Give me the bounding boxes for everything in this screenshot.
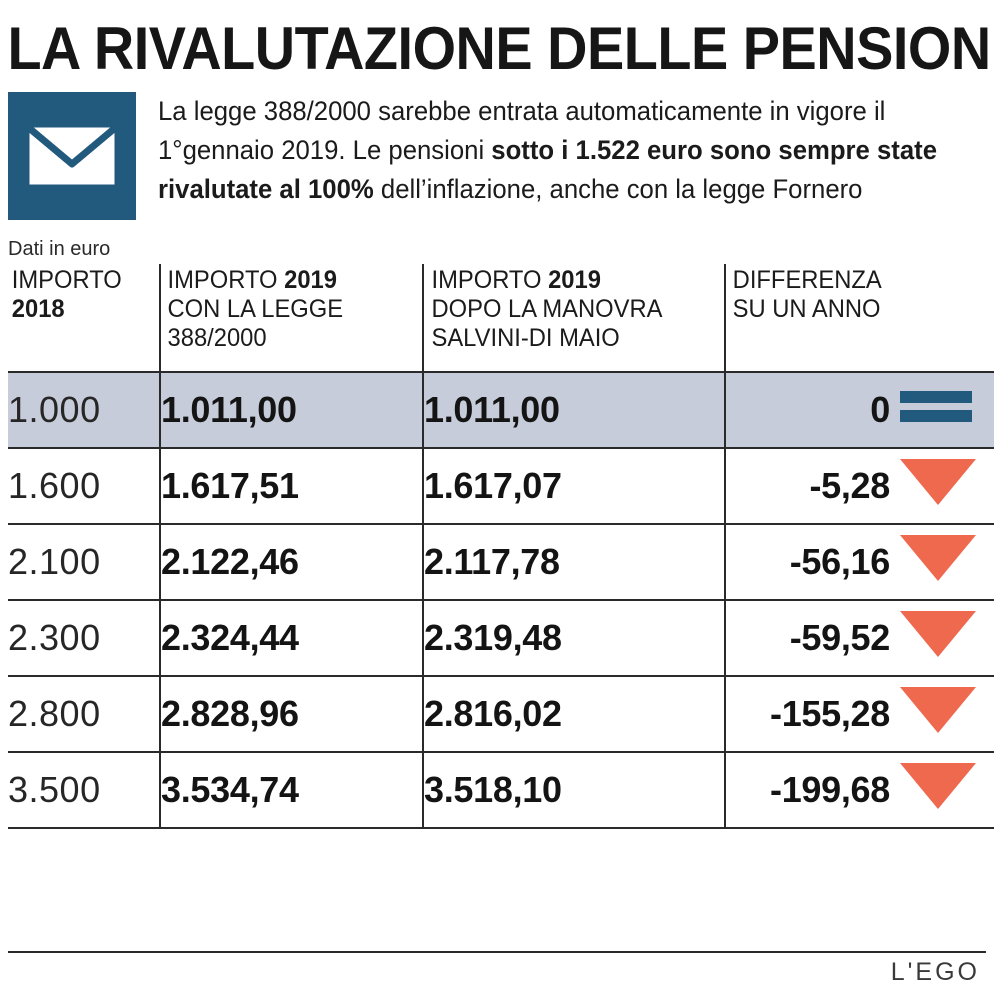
table-row: 1.000 1.011,00 1.011,00 0	[8, 371, 994, 448]
triangle-down-icon	[900, 611, 976, 657]
page-title: LA RIVALUTAZIONE DELLE PENSIONI	[7, 15, 994, 82]
footer: L'EGO	[8, 951, 986, 987]
col-header-line1-year: 2019	[284, 266, 337, 294]
intro-text-part2: dell’inflazione, anche con la legge Forn…	[373, 174, 863, 204]
col-header-importo-2018: IMPORTO 2018	[12, 264, 156, 372]
col-header-line2: SU UN ANNO	[732, 295, 881, 323]
cell-con-legge: 1.617,51	[159, 447, 423, 524]
intro-text-part1: La legge 388/2000 sarebbe entrata automa…	[158, 96, 886, 165]
cell-dopo-manovra: 3.518,10	[422, 751, 725, 829]
cell-trend	[900, 523, 994, 600]
col-header-manovra: IMPORTO 2019 DOPO LA MANOVRA SALVINI-DI …	[429, 264, 718, 372]
intro-text-bold: sotto i 1.522 euro sono sempre state riv…	[158, 135, 938, 204]
col-header-line3: 388/2000	[167, 324, 267, 352]
triangle-down-icon	[900, 459, 976, 505]
col-header-differenza: DIFFERENZA SU UN ANNO	[730, 264, 988, 372]
cell-importo-2018: 2.300	[8, 599, 160, 676]
col-header-line1: IMPORTO 2019	[168, 266, 406, 295]
cell-con-legge: 3.534,74	[159, 751, 423, 829]
cell-dopo-manovra: 2.816,02	[422, 675, 725, 752]
col-header-line1-year: 2019	[548, 266, 601, 294]
table-row: 2.100 2.122,46 2.117,78 -56,16	[8, 523, 994, 600]
cell-trend	[900, 447, 994, 524]
cell-differenza: -59,52	[724, 599, 900, 676]
triangle-down-icon	[900, 687, 976, 733]
col-header-line1-text: IMPORTO	[167, 266, 285, 294]
cell-importo-2018: 1.600	[8, 447, 160, 524]
table-row: 1.600 1.617,51 1.617,07 -5,28	[8, 447, 994, 524]
cell-dopo-manovra: 2.117,78	[422, 523, 725, 600]
cell-dopo-manovra: 2.319,48	[422, 599, 725, 676]
triangle-down-icon	[900, 535, 976, 581]
cell-importo-2018: 1.000	[8, 371, 160, 448]
table-row: 3.500 3.534,74 3.518,10 -199,68	[8, 751, 994, 829]
col-header-legge-388: IMPORTO 2019 CON LA LEGGE 388/2000	[165, 264, 417, 372]
cell-importo-2018: 2.800	[8, 675, 160, 752]
cell-differenza: -56,16	[724, 523, 900, 600]
cell-dopo-manovra: 1.617,07	[422, 447, 725, 524]
col-header-line1-text: IMPORTO	[431, 266, 549, 294]
col-header-line2: DOPO LA MANOVRA	[431, 295, 663, 323]
col-header-line1: DIFFERENZA	[732, 266, 882, 294]
col-header-line1: IMPORTO	[11, 266, 122, 294]
cell-differenza: 0	[724, 371, 900, 448]
cell-importo-2018: 2.100	[8, 523, 160, 600]
table-header: IMPORTO 2018 IMPORTO 2019 CON LA LEGGE 3…	[8, 264, 994, 372]
col-header-line2: CON LA LEGGE	[167, 295, 344, 323]
cell-trend	[900, 371, 994, 448]
table-section: Dati in euro IMPORTO 2018 IMPORTO 2019 C…	[0, 238, 994, 829]
triangle-down-icon	[900, 763, 976, 809]
cell-differenza: -5,28	[724, 447, 900, 524]
cell-differenza: -155,28	[724, 675, 900, 752]
cell-con-legge: 2.324,44	[159, 599, 423, 676]
col-header-line3: SALVINI-DI MAIO	[431, 324, 620, 352]
cell-con-legge: 1.011,00	[159, 371, 423, 448]
table-row: 2.800 2.828,96 2.816,02 -155,28	[8, 675, 994, 752]
col-header-line1: IMPORTO 2019	[432, 266, 708, 295]
table-row: 2.300 2.324,44 2.319,48 -59,52	[8, 599, 994, 676]
cell-con-legge: 2.122,46	[159, 523, 423, 600]
cell-trend	[900, 675, 994, 752]
lego-logo: L'EGO	[890, 958, 980, 986]
table-header-row: IMPORTO 2018 IMPORTO 2019 CON LA LEGGE 3…	[8, 264, 994, 372]
intro-block: La legge 388/2000 sarebbe entrata automa…	[0, 92, 994, 220]
table-body: 1.000 1.011,00 1.011,00 0 1.600 1.617,51…	[8, 371, 994, 829]
cell-trend	[900, 751, 994, 829]
col-header-line2: 2018	[11, 295, 65, 323]
cell-con-legge: 2.828,96	[159, 675, 423, 752]
equals-icon	[900, 391, 972, 422]
units-note: Dati in euro	[8, 238, 111, 260]
cell-dopo-manovra: 1.011,00	[422, 371, 725, 448]
cell-importo-2018: 3.500	[8, 751, 160, 829]
envelope-icon	[8, 92, 136, 220]
footer-divider	[8, 951, 986, 953]
pension-table: IMPORTO 2018 IMPORTO 2019 CON LA LEGGE 3…	[8, 264, 994, 829]
cell-trend	[900, 599, 994, 676]
intro-text: La legge 388/2000 sarebbe entrata automa…	[158, 92, 969, 209]
cell-differenza: -199,68	[724, 751, 900, 829]
